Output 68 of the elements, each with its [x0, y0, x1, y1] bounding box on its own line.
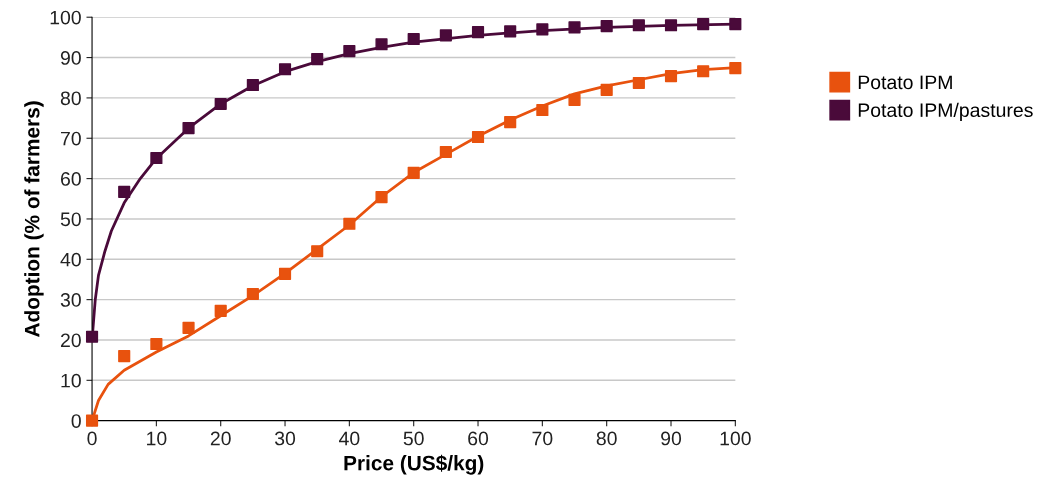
point: [471, 130, 485, 144]
x-axis-title: Price (US$/kg): [344, 454, 484, 475]
point: [375, 38, 388, 51]
legend-label: Potato IPM/pastures: [858, 102, 1033, 121]
x-tick-label: 50: [403, 431, 424, 446]
point: [246, 78, 259, 92]
point: [568, 21, 581, 34]
point: [407, 166, 420, 180]
point: [664, 70, 678, 83]
point: [664, 19, 678, 32]
point: [439, 29, 452, 42]
point: [729, 61, 742, 75]
point: [697, 65, 710, 78]
point: [311, 53, 324, 66]
y-tick-label: 0: [71, 414, 81, 428]
y-tick-label: 20: [60, 333, 81, 348]
x-tick-label: 0: [87, 431, 97, 446]
y-tick-label: 100: [50, 10, 81, 25]
y-tick-label: 50: [60, 212, 81, 227]
point: [311, 245, 324, 258]
y-tick-label: 90: [60, 51, 81, 65]
point: [407, 32, 420, 46]
point: [214, 97, 227, 111]
point: [600, 20, 613, 33]
y-tick-label: 10: [61, 373, 81, 388]
point: [182, 321, 195, 334]
x-tick-label: 90: [661, 431, 682, 446]
y-tick-label: 80: [60, 91, 81, 106]
point: [246, 287, 259, 301]
point: [278, 63, 292, 76]
point: [632, 19, 645, 32]
point: [632, 76, 645, 90]
point: [536, 103, 549, 117]
point: [504, 25, 517, 38]
point: [600, 83, 613, 96]
point: [118, 350, 131, 363]
x-tick-label: 10: [147, 431, 167, 446]
point: [504, 116, 517, 129]
point: [439, 145, 452, 159]
x-tick-label: 80: [596, 431, 617, 446]
point: [343, 217, 356, 230]
point: [182, 122, 195, 135]
x-tick-label: 70: [532, 431, 553, 446]
x-tick-label: 100: [720, 431, 751, 446]
point: [343, 45, 356, 58]
point: [118, 185, 131, 198]
point: [375, 191, 388, 204]
point: [214, 304, 227, 317]
y-axis-title: Adoption (% of farmers): [24, 101, 44, 338]
y-tick-label: 40: [60, 252, 81, 267]
y-tick-label: 60: [60, 172, 81, 186]
x-tick-label: 40: [339, 431, 360, 446]
point: [697, 18, 710, 31]
x-tick-label: 60: [468, 431, 489, 446]
point: [729, 18, 742, 31]
point: [150, 337, 163, 351]
point: [471, 26, 485, 39]
point: [278, 267, 292, 280]
point: [536, 23, 549, 36]
x-tick-label: 30: [274, 431, 296, 446]
y-tick-label: 30: [60, 293, 81, 307]
y-tick-label: 70: [61, 131, 81, 146]
x-tick-label: 20: [210, 431, 231, 446]
point: [85, 330, 99, 343]
point: [150, 151, 163, 165]
legend-label: Potato IPM: [858, 75, 952, 90]
point: [568, 93, 581, 106]
point: [85, 414, 99, 427]
